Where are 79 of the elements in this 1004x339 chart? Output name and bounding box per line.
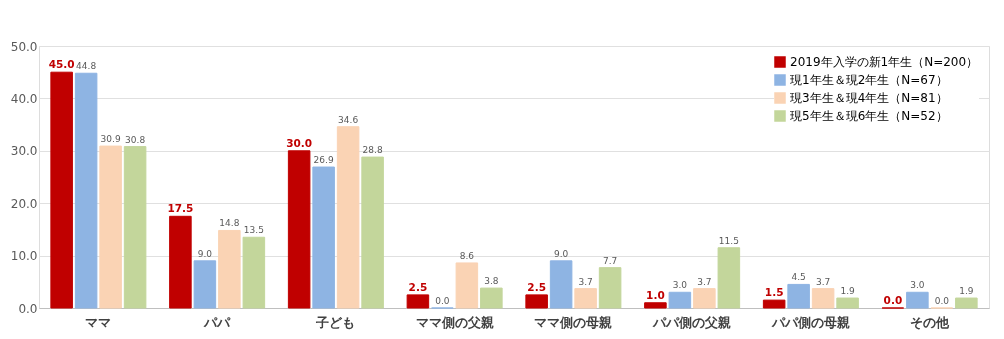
data-label: 1.9: [840, 286, 856, 297]
bar: [406, 294, 430, 309]
bar: [361, 156, 384, 309]
data-label: 45.0: [48, 58, 75, 71]
x-tick-label: ママ: [85, 314, 112, 330]
data-label: 14.8: [219, 218, 240, 229]
data-label: 0.0: [435, 296, 450, 306]
bar: [598, 267, 622, 309]
bar: [242, 236, 266, 309]
data-label: 26.9: [313, 155, 334, 166]
bar: [836, 297, 859, 309]
legend-label: 2019年入学の新1年生（N=200）: [790, 55, 979, 69]
data-label: 11.5: [718, 235, 739, 246]
y-tick-label: 50.0: [10, 39, 38, 54]
data-label: 3.7: [578, 276, 593, 287]
data-label: 9.0: [197, 248, 213, 259]
bar: [74, 72, 98, 309]
data-label: 44.8: [76, 61, 97, 72]
bar: [717, 247, 741, 309]
data-label: 0.0: [934, 296, 950, 306]
bar: [123, 146, 147, 309]
x-tick-label: パパ: [203, 314, 232, 330]
data-label: 3.8: [484, 276, 499, 287]
data-label: 30.9: [100, 134, 121, 145]
y-tick-label: 30.0: [10, 144, 38, 159]
bar: [455, 262, 479, 309]
y-tick-label: 40.0: [10, 91, 38, 106]
bar: [50, 71, 73, 309]
data-label: 34.6: [338, 114, 359, 125]
bar: [668, 291, 692, 309]
data-label: 3.0: [910, 280, 925, 291]
bar: [193, 260, 217, 309]
bar: [525, 294, 548, 309]
legend-label: 現3年生＆現4年生（N=81）: [790, 91, 948, 105]
data-label: 3.0: [672, 280, 688, 291]
data-label: 30.0: [286, 136, 313, 149]
data-label: 4.5: [791, 272, 806, 283]
data-label: 3.7: [815, 276, 831, 287]
data-label: 8.6: [459, 250, 475, 261]
bar: [693, 288, 716, 309]
data-label: 13.5: [243, 225, 264, 236]
x-tick-label: パパ側の父親: [652, 314, 732, 330]
bar: [336, 126, 360, 309]
y-tick-label: 0.0: [18, 301, 38, 316]
x-tick-label: ママ側の父親: [415, 314, 494, 330]
bar: [762, 299, 786, 309]
legend-label: 現5年生＆現6年生（N=52）: [790, 109, 948, 123]
data-label: 2.5: [408, 280, 428, 293]
data-label: 1.9: [959, 286, 974, 297]
bar: [955, 297, 978, 309]
data-label: 30.8: [125, 134, 146, 145]
data-label: 3.7: [697, 276, 712, 287]
legend-label: 現1年生＆現2年生（N=67）: [790, 73, 948, 87]
bar: [549, 260, 573, 309]
bar: [574, 288, 597, 309]
x-tick-label: ママ側の母親: [534, 314, 613, 330]
bar: [787, 283, 810, 309]
data-label: 2.5: [527, 280, 546, 293]
bar: [312, 166, 335, 309]
bar: [906, 291, 929, 309]
x-tick-label: パパ側の母親: [770, 314, 850, 330]
data-label: 17.5: [167, 202, 194, 215]
bar: [287, 150, 311, 309]
bar: [99, 145, 122, 309]
bar: [169, 215, 192, 309]
data-label: 0.0: [883, 294, 903, 306]
data-label: 1.5: [764, 286, 784, 299]
bar: [644, 302, 667, 309]
bar: [811, 288, 835, 309]
bar: [480, 287, 503, 309]
x-tick-label: その他: [910, 314, 951, 330]
y-tick-label: 20.0: [10, 196, 38, 211]
y-tick-label: 10.0: [10, 249, 38, 264]
data-label: 1.0: [646, 288, 665, 301]
x-tick-label: 子ども: [315, 314, 356, 330]
data-label: 7.7: [602, 255, 618, 266]
bar: [218, 229, 241, 309]
data-label: 9.0: [553, 248, 569, 259]
data-label: 28.8: [362, 145, 383, 156]
